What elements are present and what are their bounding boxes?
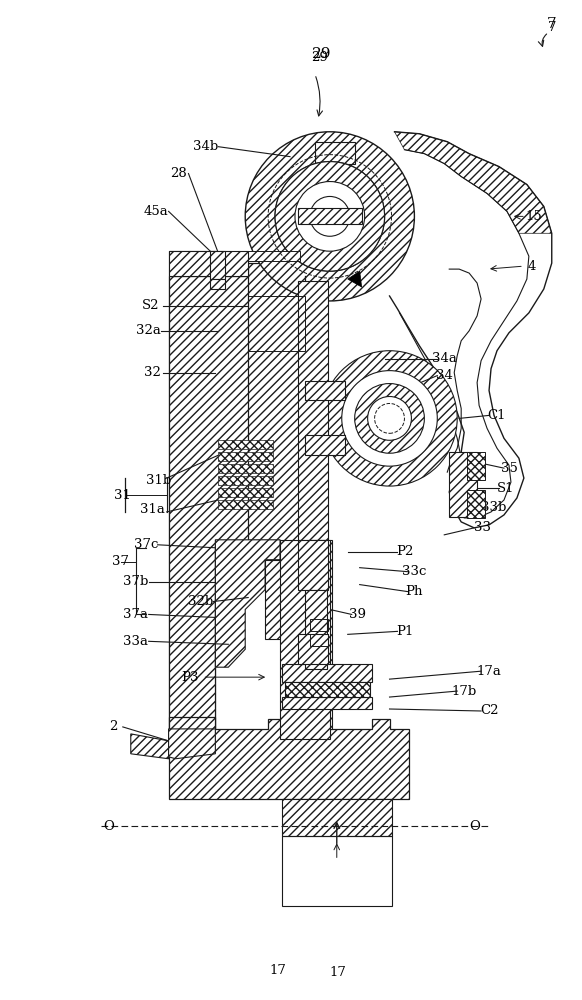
Text: 31b: 31b [146,474,171,487]
Bar [285,682,370,697]
Bar [282,664,372,682]
Text: 28: 28 [170,167,187,180]
Text: 33: 33 [474,521,491,534]
Text: 39: 39 [349,608,366,621]
Bar [218,440,273,449]
Bar [315,142,354,164]
Text: 34b: 34b [193,140,218,153]
Text: 4: 4 [528,260,536,273]
Polygon shape [169,717,409,799]
Bar [218,452,273,461]
Polygon shape [131,734,169,759]
Text: C1: C1 [487,409,505,422]
Bar [218,488,273,497]
Bar [210,279,225,289]
Polygon shape [169,263,310,759]
Text: 37: 37 [112,555,129,568]
Text: P2: P2 [396,545,413,558]
Bar [310,540,332,729]
Bar [218,500,273,509]
Bar [298,281,328,719]
Text: O: O [104,820,114,833]
Bar [449,452,477,517]
Text: O: O [470,820,481,833]
Bar [305,381,345,400]
Polygon shape [347,271,361,287]
Bar [305,435,345,455]
Text: 33c: 33c [402,565,427,578]
Text: 37b: 37b [123,575,148,588]
Circle shape [342,371,437,466]
Text: 34a: 34a [432,352,457,365]
Text: 29: 29 [312,47,332,61]
Text: 31a: 31a [140,503,165,516]
Text: 2: 2 [109,720,117,733]
Text: 37c: 37c [133,538,158,551]
Text: 31: 31 [115,489,132,502]
Circle shape [368,396,411,440]
Bar [305,590,327,669]
Polygon shape [169,729,215,759]
Text: 17: 17 [269,964,286,977]
Bar [265,560,300,639]
Bar [310,634,328,646]
Bar [282,799,392,836]
Polygon shape [395,132,552,233]
Circle shape [354,384,424,453]
Text: 32a: 32a [136,324,161,337]
Text: 17a: 17a [477,665,502,678]
Circle shape [322,351,457,486]
Polygon shape [169,251,248,276]
Polygon shape [169,251,300,276]
Circle shape [295,182,365,251]
Text: 32: 32 [144,366,161,379]
Bar [282,697,372,709]
Circle shape [275,162,385,271]
Text: 29: 29 [311,51,328,64]
Text: 15: 15 [526,210,542,223]
Bar [310,619,328,631]
Text: 35: 35 [501,462,517,475]
Text: 37a: 37a [123,608,148,621]
Bar [298,208,361,224]
Text: Ph: Ph [406,585,423,598]
Polygon shape [215,540,280,667]
Text: 33b: 33b [481,501,507,514]
Text: 34: 34 [436,369,453,382]
Bar [248,296,305,351]
Text: S1: S1 [497,482,514,495]
Bar [282,836,392,906]
Text: P3: P3 [182,671,199,684]
Text: 32b: 32b [188,595,213,608]
Bar [298,540,328,590]
Text: S2: S2 [142,299,159,312]
Text: 17: 17 [329,966,346,979]
Circle shape [245,132,414,301]
Bar [280,540,330,739]
Bar [210,251,225,279]
Circle shape [275,162,385,271]
Text: 45a: 45a [143,205,168,218]
Bar [218,476,273,485]
Text: 17b: 17b [452,685,477,698]
Circle shape [310,196,350,236]
Text: 7: 7 [548,21,556,34]
Bar [298,634,328,664]
Text: 33a: 33a [123,635,148,648]
Bar [467,490,485,518]
Polygon shape [169,251,215,759]
Text: P1: P1 [396,625,413,638]
Bar [467,452,485,480]
Bar [218,464,273,473]
Text: C2: C2 [480,704,498,717]
Text: 7: 7 [547,17,556,31]
